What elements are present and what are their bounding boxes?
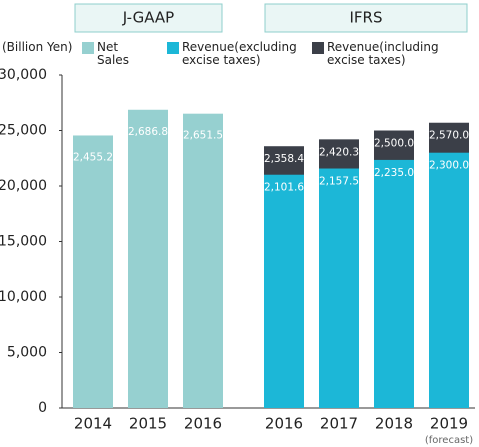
- legend-swatch: [312, 42, 324, 54]
- legend-item: Net Sales: [82, 41, 142, 67]
- y-tick-label: 20,000: [0, 178, 47, 194]
- legend-item: Revenue(excluding excise taxes): [167, 41, 297, 67]
- value-label: 2,157.5: [319, 176, 359, 188]
- group-box: [264, 3, 468, 33]
- x-tick-label: 2017: [320, 415, 358, 433]
- value-label: 2,235.0: [374, 167, 414, 179]
- value-label: 2,651.5: [183, 130, 223, 142]
- group-box: [74, 3, 223, 33]
- y-tick-label: 30,000: [0, 67, 47, 83]
- bar: [73, 135, 113, 409]
- legend-label: Revenue(including excise taxes): [327, 40, 439, 67]
- value-label: 2,455.2: [73, 151, 113, 163]
- value-label: 2,420.3: [319, 146, 359, 158]
- bar: [319, 168, 359, 408]
- x-tick-label: 2015: [129, 415, 167, 433]
- value-label: 2,570.0: [429, 130, 469, 142]
- legend-label: Net Sales: [97, 40, 129, 67]
- value-label: 2,358.4: [264, 153, 304, 165]
- legend-swatch: [82, 42, 94, 54]
- y-tick-label: 0: [38, 400, 47, 416]
- value-label: 2,686.8: [128, 126, 168, 138]
- annotation: (forecast): [425, 435, 473, 446]
- bar: [374, 159, 414, 408]
- group-label: IFRS: [350, 9, 383, 27]
- bar: [264, 174, 304, 408]
- value-label: 2,500.0: [374, 138, 414, 150]
- y-axis-label: (Billion Yen): [2, 40, 73, 54]
- bar: [183, 113, 223, 408]
- y-tick-label: 15,000: [0, 234, 47, 250]
- value-label: 2,300.0: [429, 160, 469, 172]
- x-tick-label: 2014: [74, 415, 112, 433]
- y-tick-label: 5,000: [7, 345, 47, 361]
- bar: [128, 109, 168, 408]
- y-tick-label: 10,000: [0, 289, 47, 305]
- x-tick-label: 2019: [430, 415, 468, 433]
- bar: [429, 152, 469, 408]
- legend-label: Revenue(excluding excise taxes): [182, 40, 297, 67]
- x-tick-label: 2016: [265, 415, 303, 433]
- legend-swatch: [167, 42, 179, 54]
- x-tick-label: 2016: [184, 415, 222, 433]
- value-label: 2,101.6: [264, 182, 304, 194]
- group-label: J-GAAP: [122, 9, 174, 27]
- legend-item: Revenue(including excise taxes): [312, 41, 472, 67]
- y-tick-label: 25,000: [0, 123, 47, 139]
- x-tick-label: 2018: [375, 415, 413, 433]
